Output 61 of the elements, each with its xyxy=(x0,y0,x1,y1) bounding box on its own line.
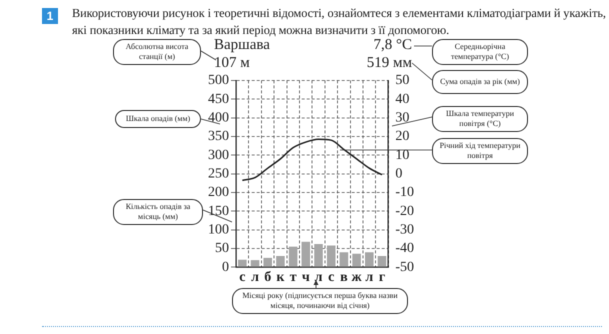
y2-tick-label: 10 xyxy=(395,148,410,163)
text: Місяці року (підписується перша буква назви місяця, починаючи від січня) xyxy=(232,288,408,314)
y2-tick-label: 40 xyxy=(395,92,410,107)
text: 7,8 °C xyxy=(372,36,412,54)
x-tick-label: с xyxy=(239,270,246,286)
y-tick-label: 350 xyxy=(208,129,229,144)
x-tick-label: с xyxy=(328,270,334,286)
y2-tick-label: 20 xyxy=(395,129,410,144)
y-tick-label: 400 xyxy=(208,110,229,126)
y-tick-label: 200 xyxy=(208,185,229,200)
y2-tick-label: -50 xyxy=(395,260,414,275)
y-tick-label: 250 xyxy=(208,166,229,182)
bar xyxy=(263,258,272,267)
y2-tick-label: 0 xyxy=(395,166,402,182)
x-tick-label: в xyxy=(340,270,348,286)
y2-tick-label: -30 xyxy=(395,222,414,238)
text: Річний хід температури повітря xyxy=(432,138,528,164)
text: 519 мм xyxy=(366,54,412,72)
x-tick-label: б xyxy=(264,270,272,286)
text: Варшава xyxy=(214,37,271,54)
y2-tick-label: 50 xyxy=(395,73,410,88)
line-series xyxy=(242,138,383,182)
y2-tick-label: -20 xyxy=(395,204,414,219)
y-tick-label: 50 xyxy=(215,241,229,256)
text: Сума опадів за рік (мм) xyxy=(432,70,528,94)
y2-tick-label: -10 xyxy=(395,185,414,200)
x-tick-label: л xyxy=(365,270,374,286)
y-tick-label: 100 xyxy=(208,222,229,238)
bar xyxy=(288,246,298,267)
x-tick-label: л xyxy=(251,270,260,286)
bar xyxy=(365,252,374,267)
x-tick-label: л xyxy=(314,270,323,286)
y2-tick-label: 30 xyxy=(395,110,410,126)
y-tick-label: 300 xyxy=(208,148,229,163)
text: Шкала температури повітря (°C) xyxy=(432,106,528,132)
text: Шкала опадів (мм) xyxy=(115,110,201,128)
x-tick-label: ж xyxy=(352,270,363,286)
x-tick-label: ч xyxy=(302,270,310,286)
y-tick-label: 500 xyxy=(208,73,229,88)
y-tick-label: 450 xyxy=(208,92,229,107)
bar xyxy=(314,244,323,267)
bar xyxy=(352,254,361,267)
y2-tick-label: -40 xyxy=(395,241,414,256)
y-tick-label: 150 xyxy=(208,204,229,219)
text: 1 xyxy=(42,8,58,24)
bar xyxy=(326,246,336,267)
text: 107 м xyxy=(214,54,251,72)
text: Кількість опадів за місяць (мм) xyxy=(113,199,203,225)
text: Середньорічна температура (°C) xyxy=(432,39,528,65)
bar xyxy=(250,260,260,267)
x-tick-label: т xyxy=(290,270,297,286)
bar xyxy=(378,256,386,267)
bar xyxy=(302,242,310,267)
bar xyxy=(276,256,285,267)
bar xyxy=(340,252,348,267)
y-tick-label: 0 xyxy=(222,260,229,275)
text: Абсолютна висота станції (м) xyxy=(113,39,201,65)
bar xyxy=(238,260,247,267)
chart-title: Використовуючи рисунок і теоретичні відомості, ознайомтеся з елементами кліматодіаграми й укажіть, які показники клімату та за який період можна визначити з її допомогою. xyxy=(72,5,606,39)
x-tick-label: г xyxy=(378,270,386,286)
x-tick-label: к xyxy=(276,270,286,286)
